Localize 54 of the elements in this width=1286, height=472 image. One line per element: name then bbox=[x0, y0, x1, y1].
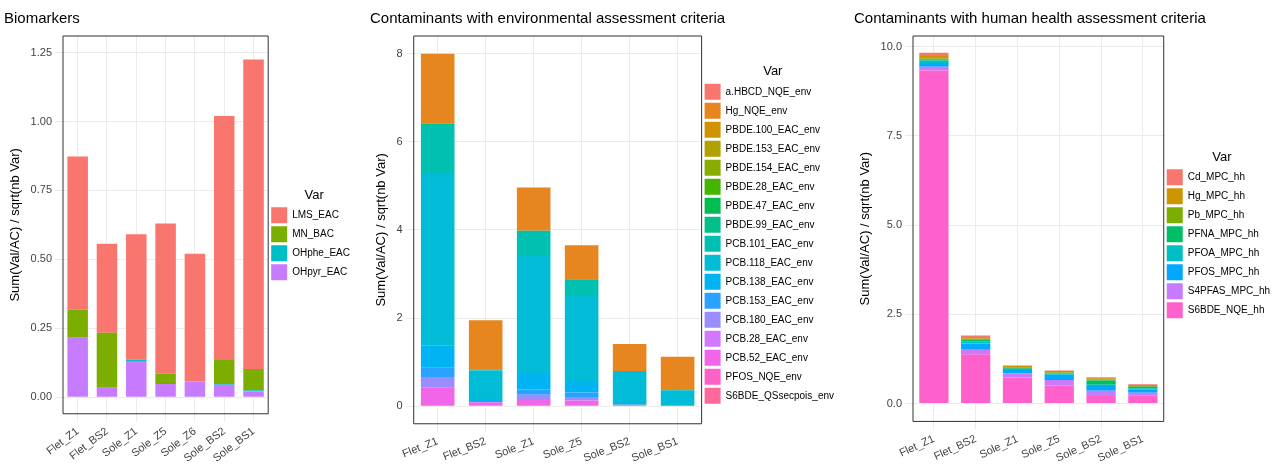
legend-label: PBDE.154_EAC_env bbox=[725, 161, 821, 173]
y-tick-label: 10.0 bbox=[880, 39, 903, 52]
legend-label: MN_BAC bbox=[292, 228, 334, 240]
legend-title: Var bbox=[763, 63, 784, 79]
y-axis-title: Sum(Val/AC) / sqrt(nb Var) bbox=[7, 148, 23, 302]
legend-label: LMS_EAC bbox=[292, 209, 339, 221]
y-tick-label: 1.25 bbox=[30, 45, 53, 58]
legend-label: PBDE.99_EAC_env bbox=[725, 218, 815, 230]
y-tick-label: 6 bbox=[396, 134, 403, 147]
legend-label: PBDE.153_EAC_env bbox=[725, 142, 821, 154]
y-tick-label: 0.00 bbox=[30, 390, 53, 403]
legend-label: S6BDE_NQE_hh bbox=[1187, 304, 1265, 316]
y-tick-label: 2.5 bbox=[886, 307, 903, 320]
y-tick-label: 5.0 bbox=[886, 218, 903, 231]
legend-label: Hg_NQE_env bbox=[725, 104, 788, 116]
y-tick-label: 4 bbox=[396, 222, 403, 235]
chart-title: Biomarkers bbox=[4, 9, 80, 27]
legend-label: PFOS_NQE_env bbox=[725, 370, 802, 382]
legend-label: Cd_MPC_hh bbox=[1187, 171, 1245, 183]
y-axis-title: Sum(Val/AC) / sqrt(nb Var) bbox=[373, 153, 389, 307]
y-tick-label: 0 bbox=[396, 399, 403, 412]
legend-label: PBDE.100_EAC_env bbox=[725, 123, 821, 135]
legend-label: a.HBCD_NQE_env bbox=[725, 85, 812, 97]
y-tick-label: 0.75 bbox=[30, 183, 53, 196]
legend-label: PCB.101_EAC_env bbox=[725, 237, 814, 249]
y-tick-label: 7.5 bbox=[886, 128, 903, 141]
legend-label: S4PFAS_MPC_hh bbox=[1187, 285, 1270, 297]
y-tick-label: 0.50 bbox=[30, 252, 53, 265]
chart-title: Contaminants with environmental assessment criteria bbox=[370, 9, 726, 27]
legend-label: PCB.52_EAC_env bbox=[725, 351, 808, 363]
chart-title: Contaminants with human health assessment criteria bbox=[854, 9, 1207, 27]
legend-label: PCB.118_EAC_env bbox=[725, 256, 813, 268]
legend-label: PBDE.28_EAC_env bbox=[725, 180, 815, 192]
y-axis-title: Sum(Val/AC) / sqrt(nb Var) bbox=[857, 152, 873, 306]
legend-label: PCB.28_EAC_env bbox=[725, 332, 808, 344]
legend-label: PBDE.47_EAC_env bbox=[725, 199, 815, 211]
y-tick-label: 8 bbox=[396, 46, 403, 59]
legend-label: PFOS_MPC_hh bbox=[1187, 266, 1260, 278]
legend-label: PFOA_MPC_hh bbox=[1187, 247, 1260, 259]
legend-title: Var bbox=[304, 186, 325, 202]
y-tick-label: 0.0 bbox=[886, 396, 903, 409]
legend-label: PCB.138_EAC_env bbox=[725, 275, 814, 287]
legend-label: PFNA_MPC_hh bbox=[1187, 228, 1259, 240]
y-tick-label: 1.00 bbox=[30, 114, 53, 127]
y-tick-label: 0.25 bbox=[30, 321, 53, 334]
legend-label: Hg_MPC_hh bbox=[1187, 190, 1245, 202]
legend-title: Var bbox=[1212, 148, 1233, 164]
legend-label: PCB.180_EAC_env bbox=[725, 313, 814, 325]
legend-label: Pb_MPC_hh bbox=[1187, 209, 1245, 221]
legend-label: OHpyr_EAC bbox=[292, 266, 348, 278]
legend-label: S6BDE_QSsecpois_env bbox=[725, 389, 835, 401]
y-tick-label: 2 bbox=[396, 311, 403, 324]
legend-label: PCB.153_EAC_env bbox=[725, 294, 814, 306]
legend-label: OHphe_EAC bbox=[292, 247, 350, 259]
